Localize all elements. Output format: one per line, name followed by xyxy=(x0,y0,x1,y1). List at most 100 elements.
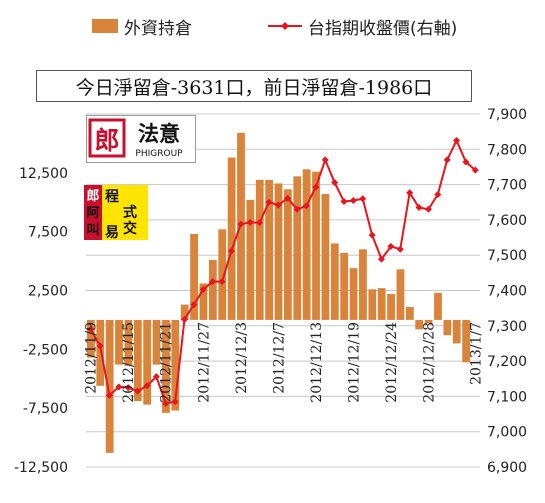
logo2-char-6: 易 xyxy=(105,225,119,240)
left-axis: -12,500 -7,500 -2,500 2,500 7,500 12,500 xyxy=(14,166,68,476)
logo-mark-text: 郎 xyxy=(94,126,119,155)
bar xyxy=(171,319,180,411)
price-point xyxy=(284,194,292,202)
price-point xyxy=(415,204,423,212)
price-point xyxy=(349,196,357,204)
bar xyxy=(115,319,123,365)
price-point xyxy=(434,190,442,198)
price-point xyxy=(87,325,95,333)
price-point xyxy=(256,219,264,227)
bar xyxy=(368,289,377,320)
bar xyxy=(162,319,170,413)
price-point xyxy=(368,231,376,239)
price-point xyxy=(321,156,329,164)
price-point xyxy=(274,201,282,209)
price-point xyxy=(171,398,179,406)
line-series xyxy=(87,136,479,407)
x-tick-label: 2012/11/15 xyxy=(121,322,137,403)
bar xyxy=(133,319,142,402)
price-point xyxy=(227,247,235,255)
left-tick-label: -7,500 xyxy=(23,401,68,417)
price-point xyxy=(96,342,104,350)
bar xyxy=(246,199,255,320)
logo-cn-text: 法意 xyxy=(138,122,180,146)
x-tick-label: 2012/12/19 xyxy=(346,322,362,403)
bar xyxy=(265,179,274,320)
gridlines xyxy=(86,113,480,468)
x-tick-label: 2012/12/24 xyxy=(384,322,400,403)
price-point xyxy=(302,202,310,210)
bar xyxy=(387,294,395,320)
bar xyxy=(321,194,330,320)
price-point xyxy=(331,178,339,186)
left-tick-label: 2,500 xyxy=(28,284,68,300)
price-point xyxy=(340,198,348,206)
bar xyxy=(312,171,320,320)
x-tick-label: 2012/11/9 xyxy=(84,322,100,394)
bar xyxy=(349,268,358,320)
bar xyxy=(143,319,152,405)
right-axis: 6,900 7,000 7,100 7,200 7,300 7,400 7,500 7,600… xyxy=(487,107,527,476)
bar xyxy=(190,234,198,320)
x-tick-label: 2013/1/7 xyxy=(468,322,484,385)
bar xyxy=(274,183,283,320)
price-point xyxy=(105,391,113,399)
legend-line-swatch xyxy=(268,22,302,30)
bar xyxy=(302,169,311,320)
bar xyxy=(396,269,405,320)
bar xyxy=(105,319,114,453)
price-point xyxy=(462,158,470,166)
logo2-char-0: 郎 xyxy=(86,188,99,204)
logo2-char-3: 式 xyxy=(123,204,137,221)
bar xyxy=(152,319,161,365)
bar xyxy=(415,319,424,330)
bar xyxy=(359,249,367,320)
price-point xyxy=(115,383,123,391)
bar xyxy=(424,319,433,324)
price-point xyxy=(124,384,132,392)
x-tick-label: 2012/12/7 xyxy=(271,322,287,394)
right-tick-label: 7,000 xyxy=(487,425,527,441)
program-trading-logo-graphic: 郎 程 阿 式 叫 交 易 xyxy=(84,185,148,241)
right-tick-label: 6,900 xyxy=(487,460,527,476)
bar xyxy=(340,252,349,320)
left-tick-label: -12,500 xyxy=(14,460,68,476)
right-tick-label: 7,300 xyxy=(487,319,527,335)
price-point xyxy=(453,136,461,144)
left-tick-label: -2,500 xyxy=(23,342,68,358)
x-tick-label: 2012/12/28 xyxy=(421,322,437,403)
price-point xyxy=(293,205,301,213)
price-point xyxy=(424,205,432,213)
bar xyxy=(199,283,208,320)
price-point xyxy=(406,189,414,197)
bar xyxy=(96,319,105,386)
bar xyxy=(218,229,227,320)
x-tick-label: 2012/11/21 xyxy=(159,322,175,403)
bar xyxy=(452,319,461,344)
bar xyxy=(434,292,442,320)
bar xyxy=(405,306,414,320)
price-point xyxy=(143,382,151,390)
legend-bar: 外資持倉 xyxy=(92,14,192,39)
price-point xyxy=(152,373,160,381)
price-point xyxy=(237,220,245,228)
price-point xyxy=(387,242,395,250)
price-point xyxy=(443,156,451,164)
price-point xyxy=(190,301,198,309)
price-point xyxy=(162,399,170,407)
x-tick-label: 2012/12/3 xyxy=(234,322,250,394)
bar xyxy=(124,319,133,366)
right-tick-label: 7,900 xyxy=(487,107,527,123)
bar xyxy=(180,304,189,320)
bar xyxy=(377,288,386,320)
legend-line-label: 台指期收盤價(右軸) xyxy=(308,18,458,39)
right-tick-label: 7,400 xyxy=(487,284,527,300)
price-point xyxy=(199,285,207,293)
price-point xyxy=(265,198,273,206)
left-tick-label: 12,500 xyxy=(19,166,68,182)
logo2-char-2: 阿 xyxy=(86,206,99,221)
price-point xyxy=(209,278,217,286)
x-tick-label: 2012/12/13 xyxy=(309,322,325,403)
bar xyxy=(227,157,236,320)
bar xyxy=(462,319,471,363)
